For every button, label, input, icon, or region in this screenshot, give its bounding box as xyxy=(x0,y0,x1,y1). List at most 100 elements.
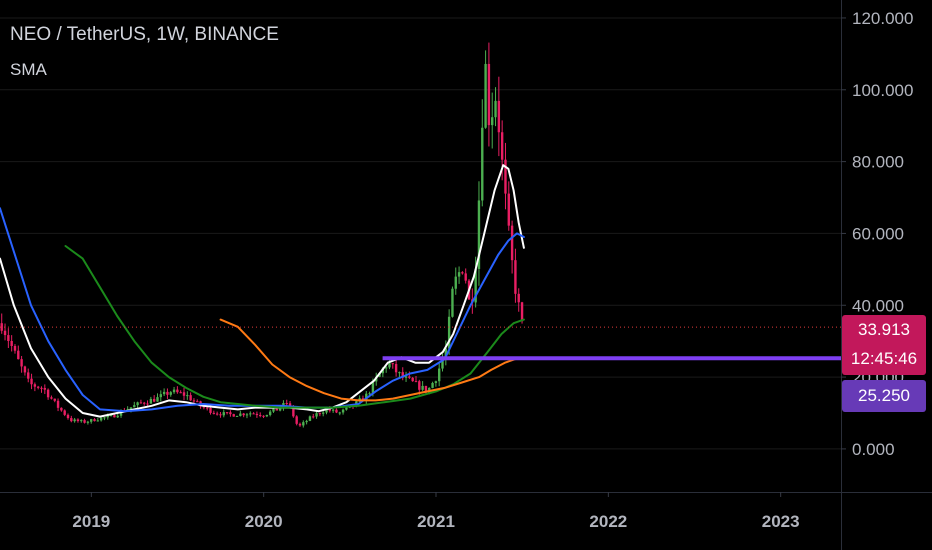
candle-47 xyxy=(156,393,159,402)
candle-131 xyxy=(434,380,438,387)
candle-body-99 xyxy=(328,408,332,411)
candle-49 xyxy=(162,388,166,397)
candle-body-146 xyxy=(484,63,487,128)
candle-78 xyxy=(259,412,262,418)
candle-150 xyxy=(497,76,501,157)
candle-body-86 xyxy=(285,403,288,405)
candle-body-49 xyxy=(162,391,166,395)
candle-23 xyxy=(76,418,80,423)
candle-body-72 xyxy=(239,413,242,416)
candle-43 xyxy=(143,401,146,406)
candle-body-14 xyxy=(46,389,50,398)
last-price-value: 33.913 xyxy=(858,320,910,339)
candle-91 xyxy=(302,420,305,428)
candle-145 xyxy=(481,99,484,207)
candle-45 xyxy=(149,396,153,404)
time-axis[interactable]: 2019 2020 2021 2022 2023 xyxy=(72,492,800,531)
candle-body-41 xyxy=(136,402,139,406)
candle-body-68 xyxy=(225,412,229,414)
candle-body-22 xyxy=(73,419,76,422)
sma-line-3 xyxy=(219,318,525,402)
candle-body-20 xyxy=(66,414,70,419)
candle-12 xyxy=(40,386,43,393)
plot-area[interactable] xyxy=(0,42,841,428)
sma-line-2 xyxy=(64,245,525,409)
candle-54 xyxy=(179,390,182,394)
y-tick-label-4: 80.000 xyxy=(852,153,904,172)
candle-body-73 xyxy=(242,413,245,416)
candle-147 xyxy=(487,42,491,147)
candle-body-116 xyxy=(384,367,388,369)
candle-65 xyxy=(215,411,219,416)
candle-body-50 xyxy=(166,391,169,395)
candle-body-19 xyxy=(63,410,66,415)
candle-94 xyxy=(312,413,315,419)
candle-body-134 xyxy=(444,348,448,359)
candle-25 xyxy=(83,418,86,424)
candle-11 xyxy=(36,385,40,390)
candle-101 xyxy=(335,408,338,414)
candle-body-132 xyxy=(437,368,441,382)
candle-93 xyxy=(308,415,312,422)
candle-body-89 xyxy=(295,416,298,424)
candle-body-36 xyxy=(119,410,123,416)
sma-line-0 xyxy=(0,164,525,418)
candle-body-136 xyxy=(451,288,454,317)
candle-body-128 xyxy=(424,385,428,393)
candle-body-121 xyxy=(401,372,404,378)
candle-53 xyxy=(176,386,179,394)
candle-body-34 xyxy=(113,415,116,418)
candle-body-120 xyxy=(398,372,401,374)
candle-55 xyxy=(182,387,186,401)
candle-body-21 xyxy=(70,418,73,422)
candle-body-44 xyxy=(146,403,149,405)
candle-body-12 xyxy=(40,387,43,389)
candle-body-74 xyxy=(245,414,249,416)
candle-body-81 xyxy=(268,411,272,415)
candle-69 xyxy=(229,410,232,417)
candle-27 xyxy=(90,418,93,424)
candle-body-155 xyxy=(514,260,517,294)
y-tick-label-3: 60.000 xyxy=(852,224,904,243)
candle-16 xyxy=(53,398,56,403)
candle-71 xyxy=(235,415,239,417)
candle-body-33 xyxy=(109,415,113,417)
candle-body-17 xyxy=(56,400,60,408)
candle-body-100 xyxy=(331,409,335,411)
candle-96 xyxy=(318,412,322,417)
candle-body-11 xyxy=(36,386,40,388)
candle-body-51 xyxy=(169,392,172,395)
candle-body-76 xyxy=(252,413,255,415)
candle-42 xyxy=(139,399,143,404)
candle-body-62 xyxy=(206,407,209,409)
candle-body-103 xyxy=(341,409,345,413)
candle-body-156 xyxy=(517,293,520,303)
candle-body-154 xyxy=(510,225,514,261)
candle-24 xyxy=(80,419,83,423)
candle-body-90 xyxy=(298,423,302,426)
candle-body-47 xyxy=(156,397,159,402)
candle-21 xyxy=(70,415,73,423)
candle-body-126 xyxy=(418,381,421,390)
candle-body-115 xyxy=(381,368,385,374)
candle-body-24 xyxy=(80,420,83,422)
candle-152 xyxy=(504,142,507,210)
candle-3 xyxy=(10,335,13,352)
price-axis[interactable]: 0.00020.00040.00060.00080.000100.000120.… xyxy=(841,9,913,459)
candle-156 xyxy=(517,288,520,312)
candle-body-43 xyxy=(143,402,146,404)
candle-75 xyxy=(249,411,252,417)
candle-50 xyxy=(166,388,169,399)
candle-body-91 xyxy=(302,422,305,426)
candle-46 xyxy=(152,395,156,403)
candle-124 xyxy=(411,376,414,382)
candle-72 xyxy=(239,410,242,417)
candle-body-78 xyxy=(259,415,262,417)
candle-body-7 xyxy=(23,366,27,373)
candle-body-130 xyxy=(431,382,434,388)
candle-body-84 xyxy=(278,407,282,411)
candle-136 xyxy=(451,286,454,318)
x-tick-label-1: 2020 xyxy=(245,512,283,531)
candle-140 xyxy=(464,268,467,284)
